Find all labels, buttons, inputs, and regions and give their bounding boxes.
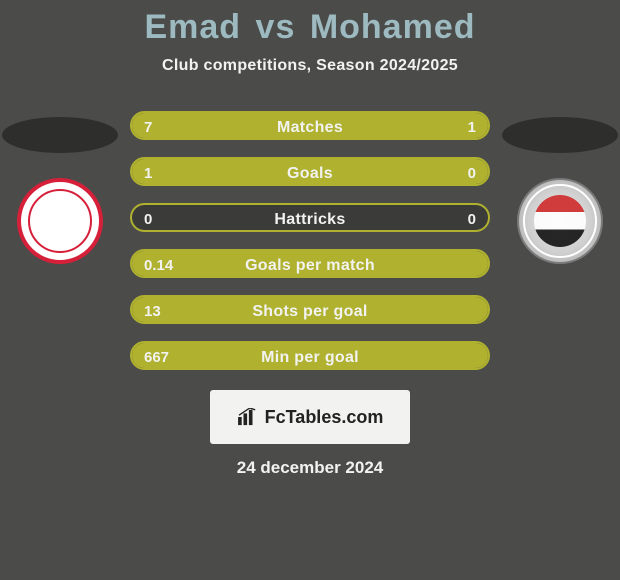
player2-avatar <box>500 110 620 264</box>
stat-value-left: 667 <box>132 343 181 368</box>
stat-row: Hattricks0 0 <box>130 203 490 232</box>
page-title: Emad vs Mohamed <box>0 8 620 47</box>
chart-icon <box>237 408 259 426</box>
stat-value-left: 0.14 <box>132 251 185 276</box>
stats-list: Matches71Goals10Hattricks00Goals per mat… <box>130 111 490 370</box>
stat-row: Shots per goal13 <box>130 295 490 324</box>
stat-value-right: 0 <box>456 205 488 230</box>
stat-value-left: 13 <box>132 297 173 322</box>
comparison-card: Emad vs Mohamed Club competitions, Seaso… <box>0 0 620 580</box>
club-badge-right <box>517 178 603 264</box>
stat-label: Matches <box>132 113 488 138</box>
stat-label: Shots per goal <box>132 297 488 322</box>
stat-value-left: 7 <box>132 113 164 138</box>
stat-value-left: 0 <box>132 205 164 230</box>
stat-value-right: 0 <box>456 159 488 184</box>
vs-label: vs <box>256 8 296 46</box>
player2-name: Mohamed <box>310 8 476 46</box>
stat-value-right: 1 <box>456 113 488 138</box>
stat-value-left: 1 <box>132 159 164 184</box>
stat-row: Min per goal667 <box>130 341 490 370</box>
source-label: FcTables.com <box>265 407 384 428</box>
stat-label: Hattricks <box>132 205 488 230</box>
club-badge-left <box>17 178 103 264</box>
stat-label: Min per goal <box>132 343 488 368</box>
player1-avatar <box>0 110 120 264</box>
player1-name: Emad <box>144 8 241 46</box>
stat-label: Goals per match <box>132 251 488 276</box>
stat-row: Goals1 0 <box>130 157 490 186</box>
silhouette-icon <box>0 110 120 160</box>
silhouette-icon <box>500 110 620 160</box>
stat-label: Goals <box>132 159 488 184</box>
stat-row: Matches7 1 <box>130 111 490 140</box>
stat-row: Goals per match0.14 <box>130 249 490 278</box>
subtitle: Club competitions, Season 2024/2025 <box>0 57 620 75</box>
date-label: 24 december 2024 <box>0 458 620 478</box>
source-badge: FcTables.com <box>210 390 410 444</box>
